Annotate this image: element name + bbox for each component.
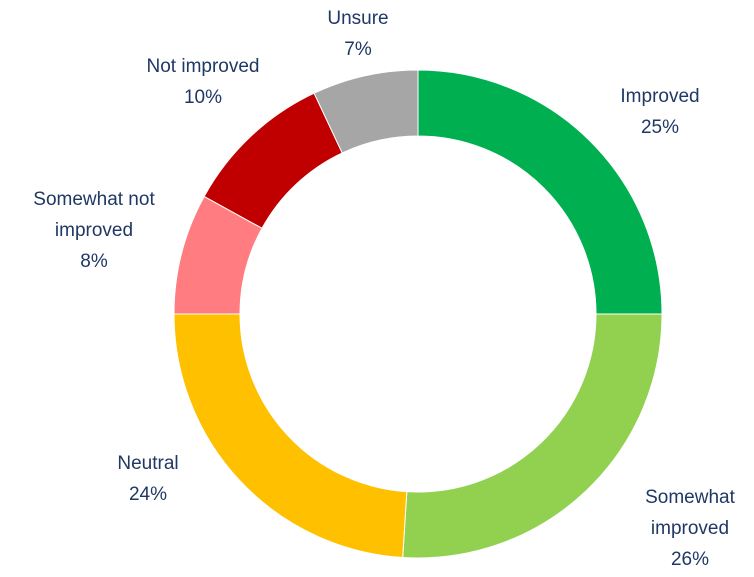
slice-neutral (173, 313, 408, 559)
slice-value-label: 7% (344, 39, 372, 60)
labels-layer: Improved 25% Somewhat improved 26% Neutral 24%… (33, 8, 735, 570)
slice-name-label: improved (651, 518, 729, 539)
slice-value-label: 25% (641, 117, 679, 138)
slice-value-label: 10% (184, 87, 222, 108)
slice-value-label: 26% (671, 549, 709, 570)
slice-somewhat-improved (402, 313, 663, 559)
slice-label-not-improved: Not improved 10% (147, 56, 260, 108)
slice-name-label: Somewhat (645, 487, 735, 508)
slice-not-improved (203, 92, 343, 229)
slice-name-label: Improved (620, 86, 699, 107)
slice-unsure (313, 69, 419, 154)
slice-label-somewhat-improved: Somewhat improved 26% (645, 487, 735, 570)
slice-label-neutral: Neutral 24% (117, 453, 178, 505)
slice-name-label: Neutral (117, 453, 178, 474)
slice-value-label: 24% (129, 484, 167, 505)
slice-name-label: Unsure (327, 8, 388, 29)
slice-value-label: 8% (80, 251, 108, 272)
slice-name-label: Not improved (147, 56, 260, 77)
slices-layer (173, 69, 663, 559)
slice-name-label: improved (55, 220, 133, 241)
slice-label-unsure: Unsure 7% (327, 8, 388, 60)
slice-label-improved: Improved 25% (620, 86, 699, 138)
slice-name-label: Somewhat not (33, 189, 155, 210)
slice-label-somewhat-not-improved: Somewhat not improved 8% (33, 189, 155, 272)
